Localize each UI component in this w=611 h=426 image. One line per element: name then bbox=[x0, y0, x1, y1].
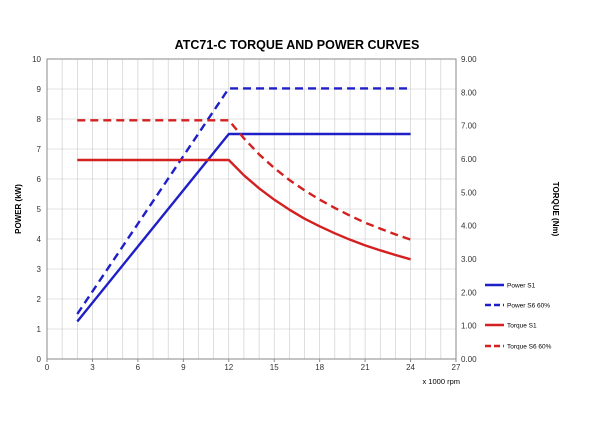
x-tick-label: 21 bbox=[361, 363, 370, 372]
series-lines bbox=[76, 87, 411, 323]
y-axis-title-power: POWER (kW) bbox=[14, 184, 23, 234]
y-tick-label-torque: 8.00 bbox=[461, 88, 477, 97]
legend-entry-label: Torque S1 bbox=[507, 323, 537, 330]
series-line-torque-s6-60- bbox=[77, 119, 411, 241]
series-line-torque-s1 bbox=[77, 158, 411, 261]
series-line-power-s1 bbox=[76, 132, 411, 323]
y-tick-label-torque: 9.00 bbox=[461, 55, 477, 64]
legend-entry-label: Power S1 bbox=[507, 283, 536, 290]
y-tick-label-power: 5 bbox=[37, 205, 42, 214]
x-axis-unit-label: x 1000 rpm bbox=[422, 377, 460, 386]
y-tick-label-power: 8 bbox=[37, 115, 42, 124]
y-tick-label-torque: 7.00 bbox=[461, 122, 477, 131]
grid bbox=[47, 59, 456, 359]
legend-entry-label: Torque S6 60% bbox=[507, 344, 552, 351]
y-tick-label-torque: 2.00 bbox=[461, 288, 477, 297]
series-line-power-s6-60- bbox=[76, 87, 411, 315]
x-tick-label: 27 bbox=[452, 363, 461, 372]
y-tick-label-torque: 5.00 bbox=[461, 188, 477, 197]
y-tick-label-torque: 4.00 bbox=[461, 222, 477, 231]
x-tick-label: 15 bbox=[270, 363, 279, 372]
plot-frame bbox=[46, 58, 457, 360]
x-tick-label: 12 bbox=[224, 363, 233, 372]
y-tick-label-power: 2 bbox=[37, 295, 42, 304]
y-tick-label-torque: 0.00 bbox=[461, 355, 477, 364]
y-tick-label-torque: 3.00 bbox=[461, 255, 477, 264]
tick-labels: 0 3 6 9 12 15 18 21 24 270123456789100.001.002.00… bbox=[32, 55, 477, 372]
y-tick-label-power: 4 bbox=[37, 235, 42, 244]
x-tick-label: 18 bbox=[315, 363, 324, 372]
x-tick-label: 24 bbox=[406, 363, 415, 372]
x-tick-label: 9 bbox=[181, 363, 186, 372]
y-tick-label-power: 6 bbox=[37, 175, 42, 184]
x-tick-label: 3 bbox=[90, 363, 95, 372]
y-tick-label-power: 7 bbox=[37, 145, 42, 154]
y-tick-label-torque: 6.00 bbox=[461, 155, 477, 164]
y-tick-label-power: 10 bbox=[32, 55, 41, 64]
x-tick-label: 0 bbox=[45, 363, 50, 372]
y-tick-label-power: 9 bbox=[37, 85, 42, 94]
y-tick-label-power: 1 bbox=[37, 325, 42, 334]
y-tick-label-power: 0 bbox=[37, 355, 42, 364]
legend: Power S1 Power S6 60% Torque S1 Torque S6 6… bbox=[485, 283, 552, 351]
x-tick-label: 6 bbox=[136, 363, 141, 372]
y-axis-title-torque: TORQUE (Nm) bbox=[551, 182, 560, 237]
chart-title: ATC71-C TORQUE AND POWER CURVES bbox=[175, 38, 420, 52]
y-tick-label-power: 3 bbox=[37, 265, 42, 274]
legend-entry-label: Power S6 60% bbox=[507, 303, 550, 310]
y-tick-label-torque: 1.00 bbox=[461, 322, 477, 331]
